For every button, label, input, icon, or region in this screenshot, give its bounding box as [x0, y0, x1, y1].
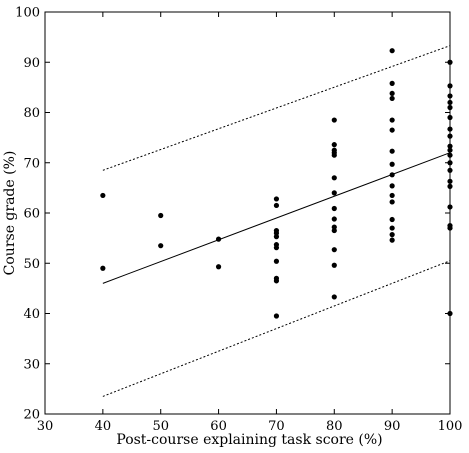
ticks-layer: [44, 11, 451, 415]
data-point: [389, 95, 395, 102]
data-point: [273, 313, 280, 319]
data-point: [100, 265, 106, 271]
data-point: [389, 237, 395, 243]
data-point: [158, 243, 164, 249]
data-point: [331, 227, 337, 234]
y-tick-label: 70: [23, 156, 40, 171]
data-point: [389, 199, 395, 205]
y-tick-label: 100: [15, 6, 40, 21]
y-tick-label: 80: [23, 106, 40, 121]
data-point: [273, 196, 280, 202]
data-point: [215, 264, 222, 270]
data-point: [389, 148, 395, 154]
x-tick-label: 40: [95, 419, 112, 434]
x-tick-label: 50: [152, 419, 169, 434]
data-point: [273, 278, 280, 284]
data-point: [273, 258, 280, 264]
y-tick-label: 40: [23, 307, 40, 322]
data-point: [389, 192, 395, 199]
x-tick-label: 60: [210, 419, 227, 434]
data-point: [389, 172, 395, 178]
data-point: [331, 216, 337, 222]
data-point: [331, 294, 337, 300]
data-point: [158, 212, 164, 219]
y-axis-title: Course grade (%): [2, 151, 18, 276]
data-point: [331, 190, 337, 196]
x-tick-label: 90: [384, 419, 401, 434]
upper-bound-line: [102, 45, 451, 171]
data-point: [273, 234, 280, 240]
y-tick-label: 60: [23, 207, 40, 222]
y-tick-label: 50: [23, 257, 40, 272]
data-point: [331, 175, 337, 181]
data-point: [389, 90, 395, 97]
x-axis-title: Post-course explaining task score (%): [116, 432, 382, 448]
y-tick-label: 30: [23, 357, 40, 372]
x-tick-label: 100: [438, 419, 463, 434]
data-point: [100, 192, 106, 199]
x-tick-label: 30: [37, 419, 54, 434]
data-point: [331, 152, 337, 158]
data-point: [331, 262, 337, 268]
y-tick-label: 90: [23, 56, 40, 71]
data-point: [331, 142, 337, 148]
data-point: [389, 225, 395, 231]
lines-layer: [102, 45, 451, 397]
data-point: [331, 205, 337, 212]
data-point: [215, 236, 222, 242]
points-layer: [100, 48, 453, 319]
data-point: [331, 247, 337, 253]
data-point: [273, 245, 280, 251]
data-point: [389, 117, 395, 123]
data-point: [389, 232, 395, 238]
plot-frame: [44, 11, 451, 415]
data-point: [273, 202, 280, 209]
data-point: [389, 216, 395, 223]
data-point: [331, 117, 337, 123]
data-point: [389, 127, 395, 133]
y-tick-label: 20: [23, 408, 40, 423]
x-tick-label: 70: [268, 419, 285, 434]
x-tick-label: 80: [326, 419, 343, 434]
data-point: [389, 183, 395, 189]
data-point: [389, 80, 395, 86]
data-point: [389, 48, 395, 54]
data-point: [389, 161, 395, 167]
